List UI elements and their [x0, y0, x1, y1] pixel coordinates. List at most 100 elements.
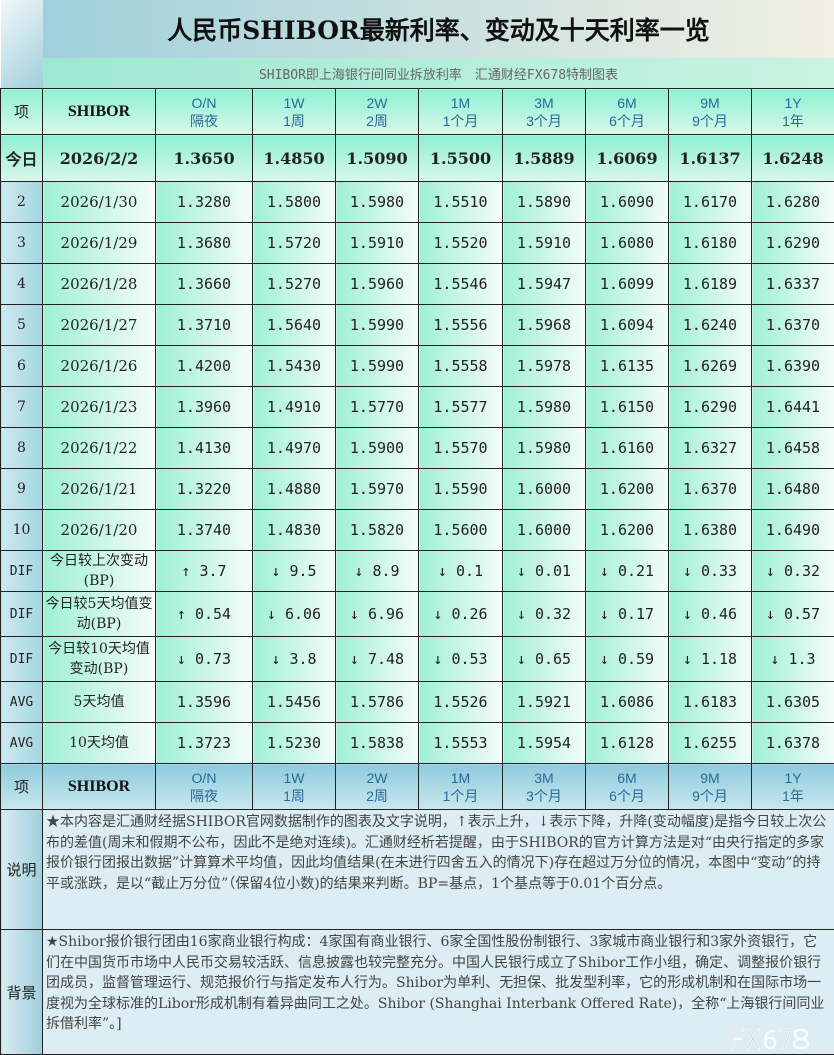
dif-index: DIF	[1, 592, 43, 637]
change-bp: 0.17	[618, 605, 654, 623]
row-index: 5	[1, 305, 43, 346]
term-name: 1年	[782, 113, 804, 129]
rate-value: 1.6337	[752, 264, 834, 305]
rate-value: 1.5980	[336, 182, 419, 223]
term-name: 9个月	[692, 788, 728, 804]
term-name: 9个月	[692, 113, 728, 129]
rate-value: 1.3710	[156, 305, 253, 346]
arrow-up-icon: ↑	[177, 605, 186, 623]
today-rate: 1.3650	[156, 135, 253, 182]
rate-value: 1.6080	[586, 223, 669, 264]
today-rate: 1.6069	[586, 135, 669, 182]
header-item-label: 项	[1, 764, 43, 810]
corner-cell	[1, 0, 43, 89]
rate-value: 1.5510	[419, 182, 503, 223]
row-date: 2026/1/28	[43, 264, 156, 305]
term-code: 2W	[367, 95, 388, 111]
avg-value: 1.5526	[419, 682, 503, 723]
rate-value: 1.6160	[586, 428, 669, 469]
avg-label: 5天均值	[43, 682, 156, 723]
change-value: ↓ 0.57	[752, 592, 834, 637]
change-value: ↓ 0.26	[419, 592, 503, 637]
note-text: ★Shibor报价银行团由16家商业银行构成：4家国有商业银行、6家全国性股份制…	[43, 930, 834, 1055]
arrow-down-icon: ↓	[517, 562, 526, 580]
arrow-up-icon: ↑	[181, 562, 190, 580]
term-code: 2W	[367, 770, 388, 786]
rate-value: 1.5968	[503, 305, 586, 346]
today-rate: 1.5889	[503, 135, 586, 182]
arrow-down-icon: ↓	[271, 562, 280, 580]
arrow-down-icon: ↓	[354, 562, 363, 580]
change-bp: 0.33	[701, 562, 737, 580]
term-name: 6个月	[609, 113, 645, 129]
header-item-label: 项	[1, 89, 43, 135]
rate-value: 1.4130	[156, 428, 253, 469]
dif-index: DIF	[1, 637, 43, 682]
rate-value: 1.5890	[503, 182, 586, 223]
today-label: 今日	[1, 135, 43, 182]
term-name: 隔夜	[190, 113, 218, 129]
arrow-down-icon: ↓	[438, 562, 447, 580]
change-bp: 3.7	[199, 562, 226, 580]
change-bp: 7.48	[368, 650, 404, 668]
dif-label: 今日较上次变动(BP)	[43, 551, 156, 592]
note-row: 说明★本内容是汇通财经据SHIBOR官网数据制作的图表及文字说明，↑表示上升，↓…	[1, 810, 834, 930]
change-bp: 1.3	[788, 650, 815, 668]
term-code: 3M	[534, 770, 553, 786]
term-code: 9M	[700, 95, 719, 111]
change-value: ↓ 0.73	[156, 637, 253, 682]
row-index: 4	[1, 264, 43, 305]
avg-index: AVG	[1, 723, 43, 764]
term-name: 1周	[283, 788, 305, 804]
today-rate: 1.6248	[752, 135, 834, 182]
row-date: 2026/1/21	[43, 469, 156, 510]
change-value: ↓ 0.46	[669, 592, 752, 637]
arrow-down-icon: ↓	[433, 605, 442, 623]
change-value: ↓ 0.01	[503, 551, 586, 592]
change-value: ↓ 8.9	[336, 551, 419, 592]
rate-value: 1.5556	[419, 305, 503, 346]
term-code: 6M	[617, 770, 636, 786]
term-name: 2周	[366, 788, 388, 804]
change-bp: 9.5	[289, 562, 316, 580]
row-date: 2026/1/20	[43, 510, 156, 551]
term-code: 1M	[451, 770, 470, 786]
row-index: 8	[1, 428, 43, 469]
subtitle-row: SHIBOR即上海银行间同业拆放利率 汇通财经FX678特制图表	[1, 58, 834, 89]
change-value: ↓ 0.53	[419, 637, 503, 682]
arrow-down-icon: ↓	[517, 650, 526, 668]
arrow-down-icon: ↓	[350, 650, 359, 668]
row-index: 7	[1, 387, 43, 428]
change-bp: 6.96	[368, 605, 404, 623]
rate-value: 1.5980	[503, 387, 586, 428]
rate-value: 1.5770	[336, 387, 419, 428]
dif-label: 今日较5天均值变动(BP)	[43, 592, 156, 637]
today-rate: 1.6137	[669, 135, 752, 182]
rate-value: 1.4830	[253, 510, 336, 551]
rate-value: 1.5590	[419, 469, 503, 510]
note-label: 背景	[1, 930, 43, 1055]
arrow-down-icon: ↓	[267, 605, 276, 623]
rate-value: 1.6135	[586, 346, 669, 387]
avg-index: AVG	[1, 682, 43, 723]
change-bp: 6.06	[285, 605, 321, 623]
row-index: 6	[1, 346, 43, 387]
rate-value: 1.6099	[586, 264, 669, 305]
row-date: 2026/1/26	[43, 346, 156, 387]
rate-value: 1.5900	[336, 428, 419, 469]
avg-value: 1.5230	[253, 723, 336, 764]
change-value: ↓ 0.32	[503, 592, 586, 637]
rate-value: 1.5910	[336, 223, 419, 264]
rate-value: 1.6290	[669, 387, 752, 428]
change-value: ↓ 0.65	[503, 637, 586, 682]
